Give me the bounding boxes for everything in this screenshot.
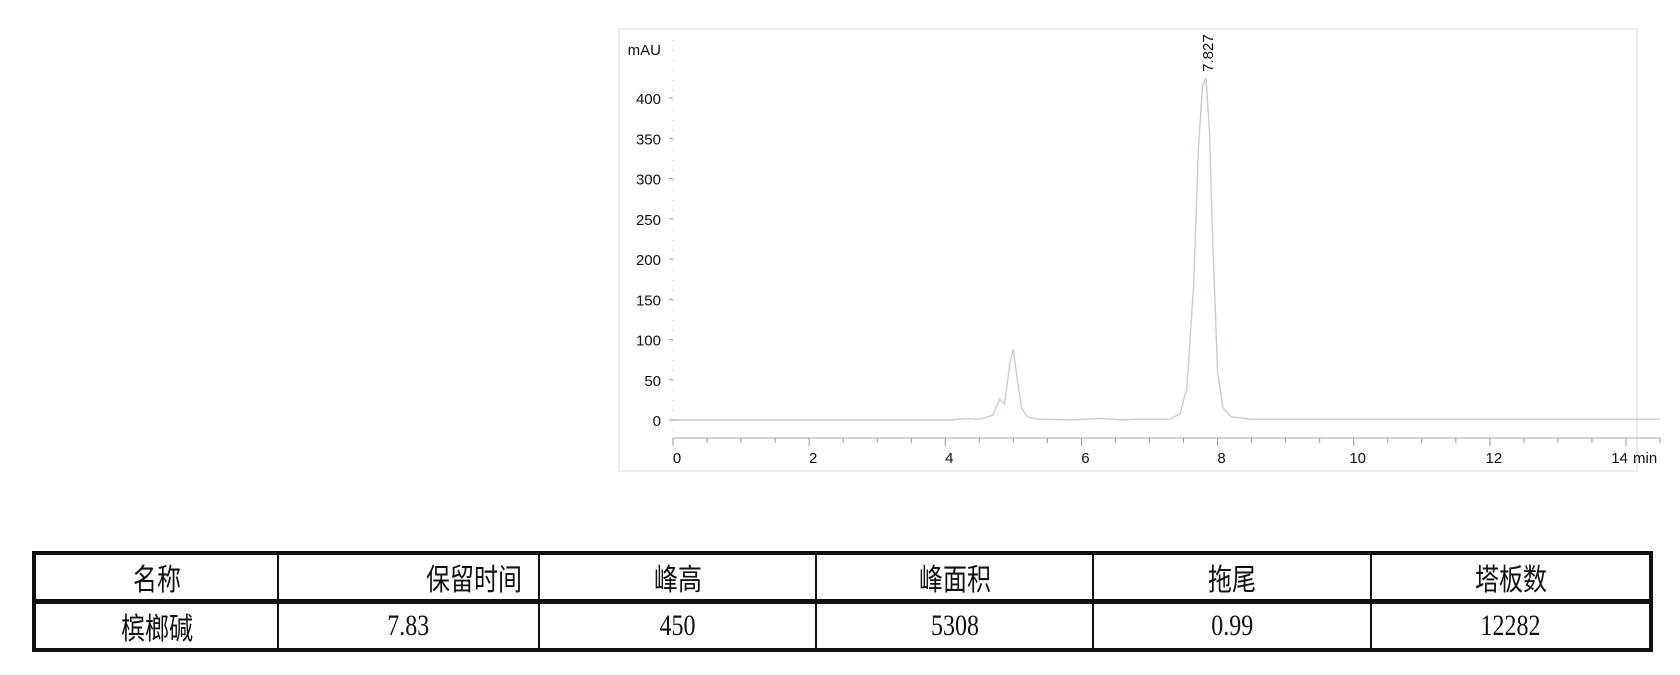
cell-retention-time: 7.83 bbox=[387, 609, 430, 642]
y-axis-label: mAU bbox=[628, 42, 661, 59]
x-tick-label: 8 bbox=[1217, 450, 1225, 467]
x-tick-label: 10 bbox=[1349, 450, 1366, 467]
x-tick-label: 0 bbox=[673, 450, 681, 467]
header-peak-area: 峰面积 bbox=[918, 564, 991, 597]
x-axis-label: min bbox=[1633, 450, 1657, 467]
y-tick-label: 100 bbox=[636, 333, 661, 350]
header-cell: 峰高 bbox=[538, 552, 817, 604]
header-name: 名称 bbox=[132, 564, 181, 597]
chromatogram-chart: 0 2 4 6 8 10 12 14 0 50 100 150 200 250 300 350 400 7.82… bbox=[618, 28, 1661, 472]
header-plates: 塔板数 bbox=[1474, 564, 1547, 597]
peak-label: 7.827 bbox=[1200, 34, 1217, 72]
cell: 槟榔碱 bbox=[33, 600, 279, 651]
y-tick-label: 50 bbox=[644, 373, 661, 390]
x-tick-label: 4 bbox=[945, 450, 953, 467]
cell: 0.99 bbox=[1092, 600, 1372, 651]
header-retention-time: 保留时间 bbox=[426, 564, 522, 597]
header-tailing: 拖尾 bbox=[1208, 564, 1256, 597]
cell-name: 槟榔碱 bbox=[120, 613, 193, 646]
y-tick-label: 300 bbox=[636, 172, 661, 189]
cell: 12282 bbox=[1370, 600, 1652, 651]
header-cell: 名称 bbox=[33, 552, 279, 604]
results-table: 名称 保留时间 峰高 峰面积 拖尾 塔板数 槟榔碱 7.83 450 5308 … bbox=[32, 551, 1653, 652]
table-row: 槟榔碱 7.83 450 5308 0.99 12282 bbox=[33, 600, 1652, 651]
y-tick-label: 0 bbox=[653, 413, 661, 430]
y-tick-label: 250 bbox=[636, 212, 661, 229]
chromatogram-trace bbox=[673, 77, 1660, 421]
cell-peak-height: 450 bbox=[659, 609, 696, 642]
table-header-row: 名称 保留时间 峰高 峰面积 拖尾 塔板数 bbox=[33, 552, 1652, 604]
y-tick-label: 400 bbox=[636, 91, 661, 108]
cell: 450 bbox=[538, 600, 817, 651]
header-cell: 拖尾 bbox=[1092, 552, 1372, 604]
x-tick-label: 6 bbox=[1081, 450, 1089, 467]
header-cell: 峰面积 bbox=[815, 552, 1094, 604]
chart-frame bbox=[618, 28, 1638, 472]
header-peak-height: 峰高 bbox=[653, 564, 702, 597]
header-cell: 保留时间 bbox=[277, 552, 540, 604]
y-tick-label: 150 bbox=[636, 292, 661, 309]
y-tick-label: 350 bbox=[636, 131, 661, 148]
x-tick-label: 12 bbox=[1485, 450, 1502, 467]
cell-plates: 12282 bbox=[1480, 609, 1541, 642]
x-tick-label: 14 bbox=[1611, 450, 1628, 467]
header-cell: 塔板数 bbox=[1370, 552, 1652, 604]
cell-peak-area: 5308 bbox=[930, 609, 979, 642]
cell: 7.83 bbox=[277, 600, 540, 651]
x-tick-label: 2 bbox=[809, 450, 817, 467]
cell: 5308 bbox=[815, 600, 1094, 651]
y-tick-label: 200 bbox=[636, 252, 661, 269]
cell-tailing: 0.99 bbox=[1211, 609, 1253, 642]
